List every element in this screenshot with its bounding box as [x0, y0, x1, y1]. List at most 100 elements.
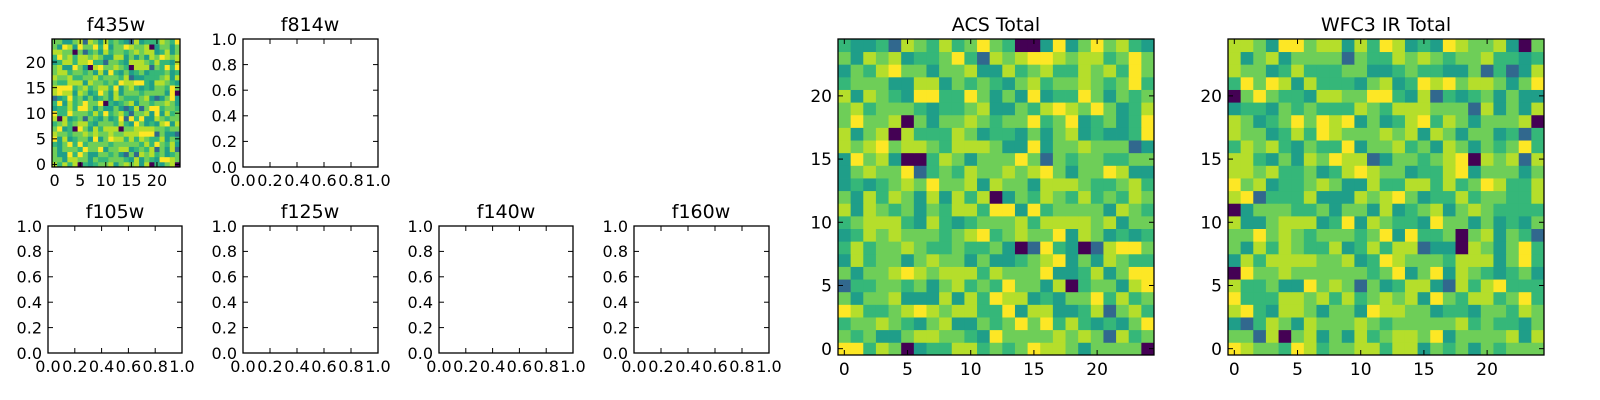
heatmap-cell — [1128, 127, 1142, 141]
heatmap-cell — [1240, 51, 1254, 65]
heatmap-cell — [1141, 241, 1155, 255]
heatmap-cell — [159, 126, 166, 132]
heatmap-cell — [98, 120, 104, 127]
heatmap-cell — [1128, 253, 1142, 267]
heatmap-cell — [1303, 76, 1317, 90]
heatmap-cell — [1480, 304, 1494, 318]
heatmap-cell — [1240, 342, 1254, 356]
heatmap-cell — [1442, 215, 1456, 229]
heatmap-cell — [1392, 215, 1406, 229]
heatmap-cell — [888, 178, 902, 192]
heatmap-cell — [1027, 51, 1041, 65]
heatmap-cell — [838, 39, 852, 53]
heatmap-cell — [1480, 190, 1494, 204]
heatmap-cell — [1065, 114, 1079, 128]
heatmap-cell — [977, 64, 991, 78]
heatmap-cell — [1354, 228, 1368, 242]
heatmap-cell — [144, 120, 150, 127]
y-tick-label: 0 — [821, 340, 832, 360]
heatmap-cell — [139, 59, 145, 65]
x-tick-label: 0.8 — [142, 357, 167, 376]
heatmap-cell — [118, 90, 125, 96]
heatmap-cell — [1379, 127, 1393, 141]
heatmap-cell — [98, 54, 104, 60]
heatmap-cell — [1506, 317, 1520, 331]
heatmap-cell — [77, 136, 84, 142]
heatmap-cell — [1493, 342, 1507, 356]
x-tick-label: 15 — [1413, 360, 1435, 380]
heatmap-cell — [103, 156, 109, 163]
heatmap-cell — [169, 131, 176, 137]
heatmap-cell — [964, 76, 978, 90]
heatmap-cell — [1265, 203, 1279, 217]
heatmap-cell — [1103, 342, 1117, 356]
heatmap-cell — [1518, 152, 1532, 166]
heatmap-cell — [1329, 215, 1343, 229]
heatmap-cell — [98, 85, 104, 91]
heatmap-cell — [128, 100, 135, 106]
heatmap-cell — [863, 342, 877, 356]
heatmap-cell — [850, 203, 864, 217]
heatmap-cell — [838, 152, 852, 166]
heatmap-cell — [108, 141, 114, 147]
heatmap-cell — [169, 85, 176, 91]
heatmap-cell — [1354, 329, 1368, 343]
heatmap-cell — [1379, 215, 1393, 229]
heatmap-cell — [875, 253, 889, 267]
heatmap-cell — [1090, 279, 1104, 293]
heatmap-cell — [1240, 279, 1254, 293]
heatmap-cell — [169, 161, 176, 168]
heatmap-cell — [174, 146, 181, 153]
heatmap-cell — [1430, 127, 1444, 141]
heatmap-cell — [1002, 178, 1016, 192]
heatmap-cell — [169, 44, 176, 50]
heatmap-cell — [174, 79, 181, 86]
heatmap-cell — [1128, 342, 1142, 356]
heatmap-cell — [1253, 291, 1267, 305]
heatmap-cell — [1228, 215, 1242, 229]
heatmap-cell — [939, 329, 953, 343]
heatmap-cell — [154, 74, 160, 81]
heatmap-cell — [98, 39, 104, 45]
axes-frame — [438, 225, 574, 354]
heatmap-cell — [888, 114, 902, 128]
heatmap-cell — [1468, 39, 1482, 53]
heatmap-cell — [838, 228, 852, 242]
heatmap-cell — [98, 156, 104, 163]
heatmap-cell — [875, 291, 889, 305]
heatmap-cell — [113, 110, 119, 117]
heatmap-cell — [52, 120, 58, 127]
heatmap-cell — [888, 76, 902, 90]
heatmap-cell — [1430, 152, 1444, 166]
heatmap-cell — [1116, 178, 1130, 192]
heatmap-cell — [133, 59, 140, 65]
heatmap-cell — [67, 115, 73, 122]
heatmap-cell — [72, 90, 78, 96]
heatmap-cell — [838, 178, 852, 192]
heatmap-cell — [1417, 51, 1431, 65]
heatmap-cell — [1442, 190, 1456, 204]
heatmap-cell — [1367, 76, 1381, 90]
heatmap-cell — [838, 342, 852, 356]
heatmap-cell — [989, 140, 1003, 154]
heatmap-cell — [154, 79, 160, 86]
heatmap-cell — [1404, 89, 1418, 103]
heatmap-cell — [108, 131, 114, 137]
heatmap-cell — [989, 39, 1003, 53]
heatmap-cell — [1480, 178, 1494, 192]
heatmap-cell — [123, 146, 130, 153]
heatmap-cell — [133, 146, 140, 153]
heatmap-cell — [123, 95, 130, 101]
heatmap-cell — [108, 126, 114, 132]
heatmap-cell — [964, 127, 978, 141]
heatmap-cell — [1480, 203, 1494, 217]
heatmap-cell — [82, 141, 89, 147]
heatmap-cell — [875, 342, 889, 356]
heatmap-cell — [72, 69, 78, 76]
heatmap-cell — [92, 59, 99, 65]
heatmap-cell — [92, 74, 99, 81]
heatmap-cell — [1341, 152, 1355, 166]
heatmap-cell — [875, 228, 889, 242]
x-tick-label: 0.0 — [621, 357, 646, 376]
heatmap-cell — [1265, 76, 1279, 90]
